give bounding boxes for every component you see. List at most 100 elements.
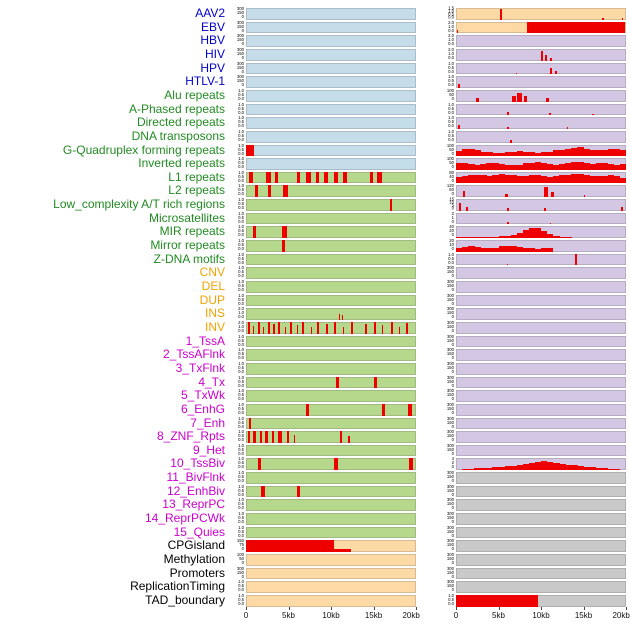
signal-bar [524,96,528,102]
track-row: 13_ReprPC 1.0 0.5 0.0 300 150 0 [0,498,630,512]
y-tick-label: 0.0 [448,122,454,128]
histogram-bar [589,175,596,184]
y-tick-label: 0 [451,205,454,211]
signal-bar [348,435,350,443]
signal-bar [264,431,269,443]
track-row: ReplicationTiming 1.0 0.5 0.0 300 150 0 [0,580,630,593]
signal-bar [257,321,260,334]
y-tick-label: 300 [446,538,454,544]
y-tick-label: 1.0 [238,347,244,353]
signal-bar [382,403,386,416]
y-tick-label: 0.0 [448,41,454,47]
y-tick-label: 1.0 [238,238,244,244]
histogram-bar [541,231,548,239]
right-track-panel [456,185,626,198]
x-tick-label: 0 [243,611,249,621]
y-tick-label: 0 [451,341,454,347]
histogram-bar [486,467,493,471]
left-track-panel [246,144,416,157]
signal-bar [476,98,480,102]
y-tick-label: 0.0 [238,273,244,279]
track-row: DEL 1.0 0.5 0.0 300 150 0 [0,279,630,293]
right-y-tick-labels: 100 50 0 [432,143,454,156]
y-tick-label: 1.0 [448,251,454,257]
y-tick-label: 0.0 [238,491,244,497]
right-y-tick-labels: 2.0 1.0 0.0 [432,20,454,33]
signal-bar [409,458,414,471]
y-tick-label: 300 [236,46,244,52]
y-tick-label: 1.0 [448,115,454,121]
y-tick-label: 150 [446,569,454,575]
left-track-panel [246,458,416,471]
right-track-panel [456,117,626,129]
signal-bar [365,324,368,334]
y-tick-label: 300 [236,6,244,11]
track-label: TAD_boundary [145,592,225,607]
y-tick-label: 0.5 [238,351,244,357]
histogram-bar [468,246,475,252]
y-tick-label: 0 [241,27,244,33]
histogram-bar [577,147,584,157]
right-y-tick-labels: 300 150 0 [432,389,454,401]
signal-bar [342,171,348,184]
y-tick-label: 0.0 [238,464,244,470]
signal-bar [507,222,509,225]
y-tick-label: 1.0 [448,60,454,66]
left-y-tick-labels: 1.0 0.5 0.0 [222,471,244,483]
right-track-panel [456,321,626,334]
signal-bar [293,434,296,443]
y-tick-label: 2.0 [448,33,454,39]
x-tick-label: 20kb [402,611,420,621]
left-track-panel [246,240,416,252]
left-y-tick-labels: 1.0 0.5 0.0 [222,484,244,497]
left-y-tick-labels: 300 150 0 [222,75,244,87]
histogram-bar [534,227,542,239]
track-label: 4_Tx [198,374,225,389]
track-label: HIV [204,46,225,61]
y-tick-label: 0 [451,245,454,251]
left-y-tick-labels: 1.0 0.5 0.0 [222,430,244,442]
y-tick-label: 300 [236,74,244,80]
signal-bar [566,127,569,129]
y-tick-label: 1.0 [238,87,244,93]
signal-bar [550,67,553,75]
y-tick-label: 0.5 [238,269,244,275]
histogram-bar [571,174,578,184]
y-tick-label: 150 [446,310,454,316]
y-tick-label: 0 [451,150,454,156]
histogram-bar [468,148,475,157]
histogram-bar [474,237,481,239]
y-tick-label: 0.5 [238,173,244,179]
right-y-tick-labels: 300 150 0 [432,566,454,579]
y-tick-label: 100 [236,552,244,557]
x-tick-mark [246,607,247,611]
track-label: 12_EnhBiv [166,483,225,498]
y-tick-label: 0.0 [238,163,244,169]
signal-bar [263,327,265,334]
left-track-panel [246,554,416,566]
y-tick-label: 0.0 [238,587,244,593]
y-tick-label: 150 [236,538,244,544]
y-tick-label: 0.0 [238,204,244,210]
y-tick-label: 300 [446,360,454,366]
right-track-panel [456,171,627,184]
histogram-bar [486,152,493,157]
histogram-bar [577,162,584,170]
signal-bar [285,326,287,334]
right-track-panel [456,226,626,239]
track-row: 7_Enh 1.0 0.5 0.0 300 150 0 [0,416,630,430]
histogram-bar [516,175,524,184]
x-tick-mark [583,607,585,611]
histogram-bar [547,177,554,184]
signal-bar [545,54,547,61]
left-track-panel [246,499,416,512]
histogram-bar [516,150,524,157]
left-track-panel [246,294,416,307]
track-label: L1 repeats [168,169,225,184]
y-tick-label: 1.0 [238,470,244,476]
y-tick-label: 150 [446,337,454,343]
y-tick-label: 0.5 [238,392,244,398]
track-label: CPGisland [167,538,225,553]
signal-bar [257,458,262,471]
